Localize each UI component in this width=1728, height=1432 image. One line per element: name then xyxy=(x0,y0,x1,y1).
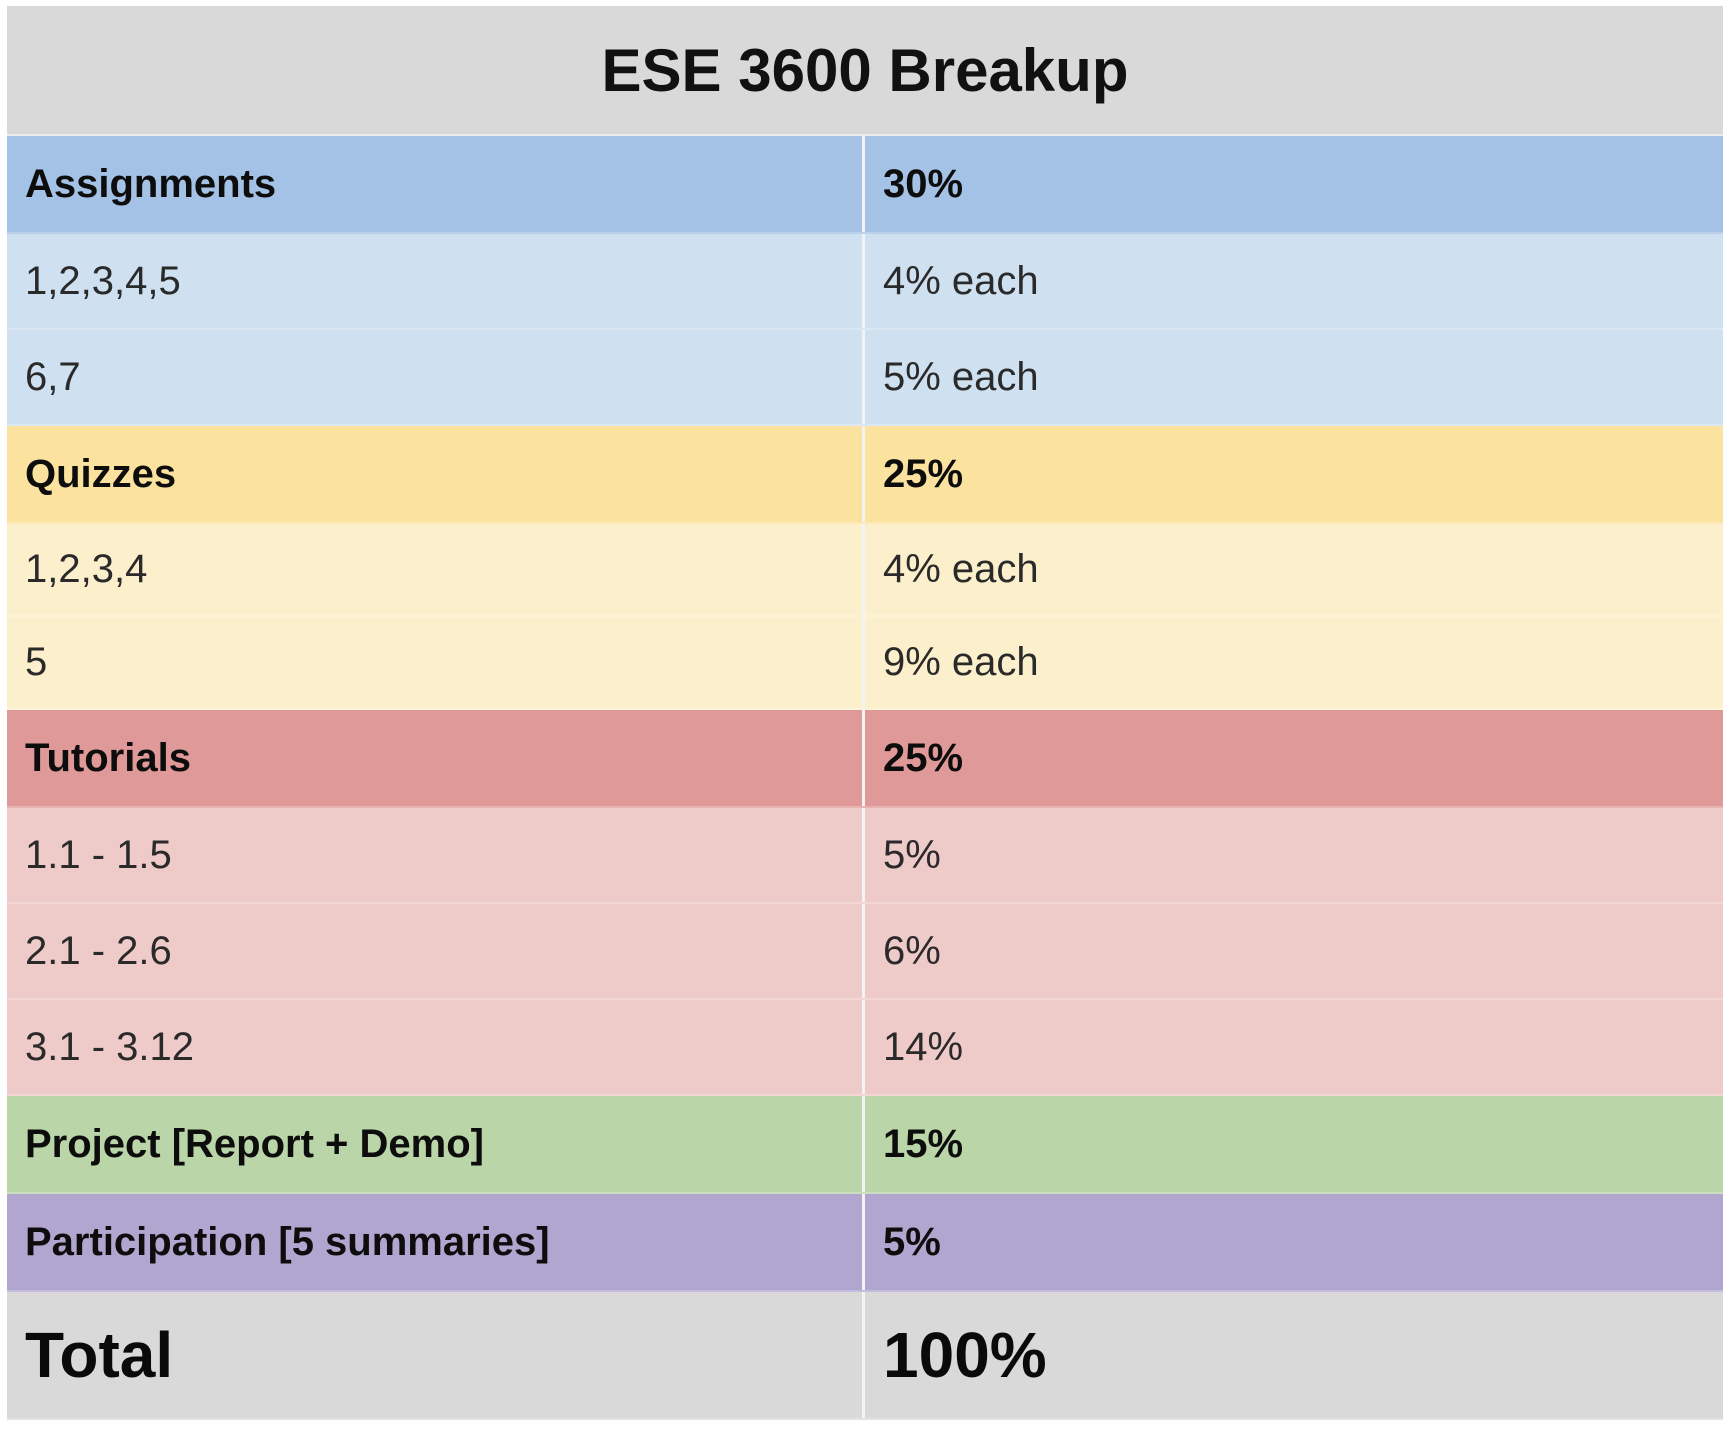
item-value: 5% xyxy=(883,832,941,877)
section-label: Tutorials xyxy=(7,710,865,806)
table-row: 1,2,3,4,5 4% each xyxy=(7,234,1723,330)
total-row: Total 100% xyxy=(7,1292,1723,1420)
section-value: 5% xyxy=(883,1219,941,1264)
section-row-quizzes: Quizzes 25% xyxy=(7,426,1723,524)
item-value: 4% each xyxy=(883,547,1039,591)
table-row: 2.1 - 2.6 6% xyxy=(7,904,1723,1000)
grade-breakup-table: ESE 3600 Breakup Assignments 30% 1,2,3,4… xyxy=(7,6,1723,1426)
item-value: 4% each xyxy=(883,258,1039,303)
section-label: Participation [5 summaries] xyxy=(7,1194,865,1290)
table-row: 5 9% each xyxy=(7,617,1723,710)
table-row: 1,2,3,4 4% each xyxy=(7,524,1723,617)
item-value: 9% each xyxy=(883,640,1039,684)
total-value: 100% xyxy=(883,1319,1047,1391)
section-row-assignments: Assignments 30% xyxy=(7,136,1723,234)
item-label: 5 xyxy=(7,617,865,708)
item-label: 1.1 - 1.5 xyxy=(7,808,865,902)
section-value: 25% xyxy=(883,735,964,780)
item-label: 6,7 xyxy=(7,330,865,424)
item-label: 1,2,3,4 xyxy=(7,524,865,615)
item-label: 3.1 - 3.12 xyxy=(7,1000,865,1094)
item-value: 14% xyxy=(883,1024,964,1069)
section-label: Quizzes xyxy=(7,426,865,522)
section-value: 25% xyxy=(883,451,964,496)
table-row: 6,7 5% each xyxy=(7,330,1723,426)
table-row: 1.1 - 1.5 5% xyxy=(7,808,1723,904)
section-value: 30% xyxy=(883,161,964,206)
item-label: 2.1 - 2.6 xyxy=(7,904,865,998)
item-value: 6% xyxy=(883,928,941,973)
section-row-participation: Participation [5 summaries] 5% xyxy=(7,1194,1723,1292)
table-title: ESE 3600 Breakup xyxy=(7,6,1723,136)
item-label: 1,2,3,4,5 xyxy=(7,234,865,328)
section-row-project: Project [Report + Demo] 15% xyxy=(7,1096,1723,1194)
table-row: 3.1 - 3.12 14% xyxy=(7,1000,1723,1096)
section-row-tutorials: Tutorials 25% xyxy=(7,710,1723,808)
section-label: Project [Report + Demo] xyxy=(7,1096,865,1192)
total-label: Total xyxy=(7,1292,865,1418)
item-value: 5% each xyxy=(883,354,1039,399)
section-label: Assignments xyxy=(7,136,865,232)
section-value: 15% xyxy=(883,1121,964,1166)
